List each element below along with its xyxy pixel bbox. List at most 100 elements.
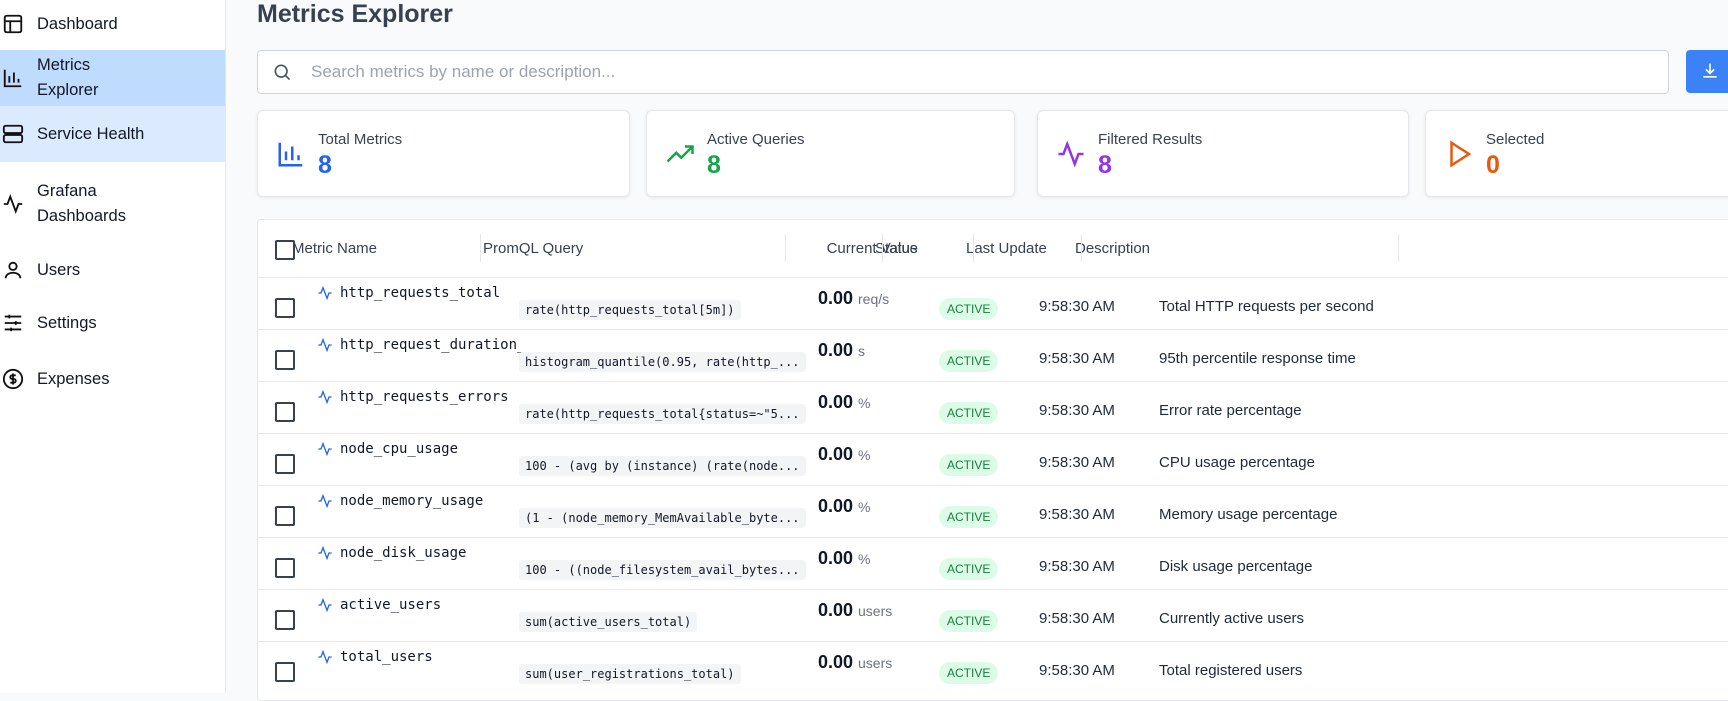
status-badge: ACTIVE bbox=[939, 454, 999, 476]
stat-value: 8 bbox=[1098, 151, 1112, 179]
last-update: 9:58:30 AM bbox=[1039, 662, 1115, 679]
column-header: Metric Name bbox=[292, 240, 378, 257]
row-checkbox[interactable] bbox=[275, 402, 295, 422]
metric-name: http_request_duration_ bbox=[340, 337, 526, 353]
column-header: Description bbox=[1075, 240, 1151, 257]
metric-name: node_disk_usage bbox=[340, 545, 467, 561]
promql-query: (1 - (node_memory_MemAvailable_byte... bbox=[519, 508, 806, 528]
stat-label: Active Queries bbox=[707, 131, 805, 148]
row-checkbox[interactable] bbox=[275, 506, 295, 526]
nav-item[interactable]: Users bbox=[0, 245, 225, 295]
value-unit: % bbox=[858, 551, 871, 567]
last-update: 9:58:30 AM bbox=[1039, 402, 1115, 419]
status-badge: ACTIVE bbox=[939, 506, 999, 528]
table-row[interactable]: total_users sum(user_registrations_total)… bbox=[258, 641, 1728, 694]
value-unit: req/s bbox=[858, 291, 890, 307]
value-unit: users bbox=[858, 655, 893, 671]
nav-item[interactable]: Grafana Dashboards bbox=[0, 162, 225, 245]
current-value: 0.00 bbox=[818, 496, 854, 516]
nav-label: Users bbox=[37, 260, 81, 279]
table-row[interactable]: active_users sum(active_users_total) 0.00 u… bbox=[258, 589, 1728, 642]
last-update: 9:58:30 AM bbox=[1039, 454, 1115, 471]
value-unit: % bbox=[858, 395, 871, 411]
value-unit: s bbox=[858, 343, 865, 359]
metric-name: node_memory_usage bbox=[340, 493, 484, 509]
search-placeholder: Search metrics by name or description... bbox=[311, 62, 616, 81]
row-checkbox[interactable] bbox=[275, 454, 295, 474]
value-unit: % bbox=[858, 447, 871, 463]
description: 95th percentile response time bbox=[1159, 350, 1356, 367]
nav-label: Service Health bbox=[37, 124, 145, 143]
column-header: Last Update bbox=[966, 240, 1047, 257]
row-checkbox[interactable] bbox=[275, 610, 295, 630]
stat-label: Total Metrics bbox=[318, 131, 403, 148]
stat-label: Filtered Results bbox=[1098, 131, 1203, 148]
metric-icon bbox=[317, 285, 333, 306]
current-value: 0.00 bbox=[818, 392, 854, 412]
description: Total HTTP requests per second bbox=[1159, 298, 1374, 315]
promql-query: sum(user_registrations_total) bbox=[519, 664, 741, 684]
status-badge: ACTIVE bbox=[939, 350, 999, 372]
table-row[interactable]: node_cpu_usage 100 - (avg by (instance) (… bbox=[258, 433, 1728, 486]
last-update: 9:58:30 AM bbox=[1039, 506, 1115, 523]
column-divider bbox=[785, 234, 786, 262]
nav-label: Expenses bbox=[37, 369, 110, 388]
stat-value: 8 bbox=[707, 151, 721, 179]
nav-label: Dashboard bbox=[37, 14, 118, 33]
column-header: PromQL Query bbox=[483, 240, 584, 257]
nav-item[interactable]: Metrics Explorer bbox=[0, 50, 225, 106]
stat-card: Selected 0 bbox=[1425, 110, 1728, 197]
nav-item[interactable]: Expenses bbox=[0, 351, 225, 407]
metric-icon bbox=[317, 649, 333, 670]
table-row[interactable]: http_requests_errors rate(http_requests_t… bbox=[258, 381, 1728, 434]
table-row[interactable]: node_disk_usage 100 - ((node_filesystem_a… bbox=[258, 537, 1728, 590]
stat-card: Filtered Results 8 bbox=[1037, 110, 1409, 197]
promql-query: sum(active_users_total) bbox=[519, 612, 698, 632]
column-header: Status bbox=[875, 240, 918, 257]
row-checkbox[interactable] bbox=[275, 662, 295, 682]
row-checkbox[interactable] bbox=[275, 558, 295, 578]
metric-name: active_users bbox=[340, 597, 442, 613]
table-row[interactable]: node_memory_usage (1 - (node_memory_MemAv… bbox=[258, 485, 1728, 538]
description: Currently active users bbox=[1159, 610, 1305, 627]
description: Error rate percentage bbox=[1159, 402, 1302, 419]
promql-query: rate(http_requests_total[5m]) bbox=[519, 300, 741, 320]
current-value: 0.00 bbox=[818, 340, 854, 360]
row-checkbox[interactable] bbox=[275, 298, 295, 318]
nav-item[interactable]: Settings bbox=[0, 295, 225, 351]
last-update: 9:58:30 AM bbox=[1039, 350, 1115, 367]
stat-value: 8 bbox=[318, 151, 332, 179]
table-row[interactable]: http_request_duration_ histogram_quantile… bbox=[258, 329, 1728, 382]
sidebar: Dashboard Metrics Explorer Service Healt… bbox=[0, 0, 226, 693]
column-divider bbox=[973, 234, 974, 262]
status-badge: ACTIVE bbox=[939, 558, 999, 580]
nav-label: Settings bbox=[37, 313, 97, 332]
search-box[interactable]: Search metrics by name or description... bbox=[257, 50, 1669, 94]
column-divider bbox=[882, 234, 883, 262]
promql-query: histogram_quantile(0.95, rate(http_... bbox=[519, 352, 806, 372]
download-button[interactable] bbox=[1686, 50, 1728, 93]
status-badge: ACTIVE bbox=[939, 610, 999, 632]
current-value: 0.00 bbox=[818, 444, 854, 464]
metric-icon bbox=[317, 597, 333, 618]
column-divider bbox=[1081, 234, 1082, 262]
stat-label: Selected bbox=[1486, 131, 1545, 148]
stat-value: 0 bbox=[1486, 151, 1500, 179]
nav-item[interactable]: Service Health bbox=[0, 106, 225, 162]
stat-card: Total Metrics 8 bbox=[257, 110, 630, 197]
select-all-checkbox[interactable] bbox=[275, 240, 295, 260]
nav-item[interactable]: Dashboard bbox=[0, 0, 225, 48]
current-value: 0.00 bbox=[818, 652, 854, 672]
metric-name: http_requests_errors bbox=[340, 389, 509, 405]
metric-name: total_users bbox=[340, 649, 433, 665]
last-update: 9:58:30 AM bbox=[1039, 610, 1115, 627]
metric-icon bbox=[317, 337, 333, 358]
value-unit: users bbox=[858, 603, 893, 619]
metric-icon bbox=[317, 389, 333, 410]
page-title: Metrics Explorer bbox=[257, 0, 453, 28]
promql-query: rate(http_requests_total{status=~"5... bbox=[519, 404, 806, 424]
row-checkbox[interactable] bbox=[275, 350, 295, 370]
table-row[interactable]: http_requests_total rate(http_requests_to… bbox=[258, 277, 1728, 330]
nav-label: Metrics Explorer bbox=[37, 56, 99, 99]
